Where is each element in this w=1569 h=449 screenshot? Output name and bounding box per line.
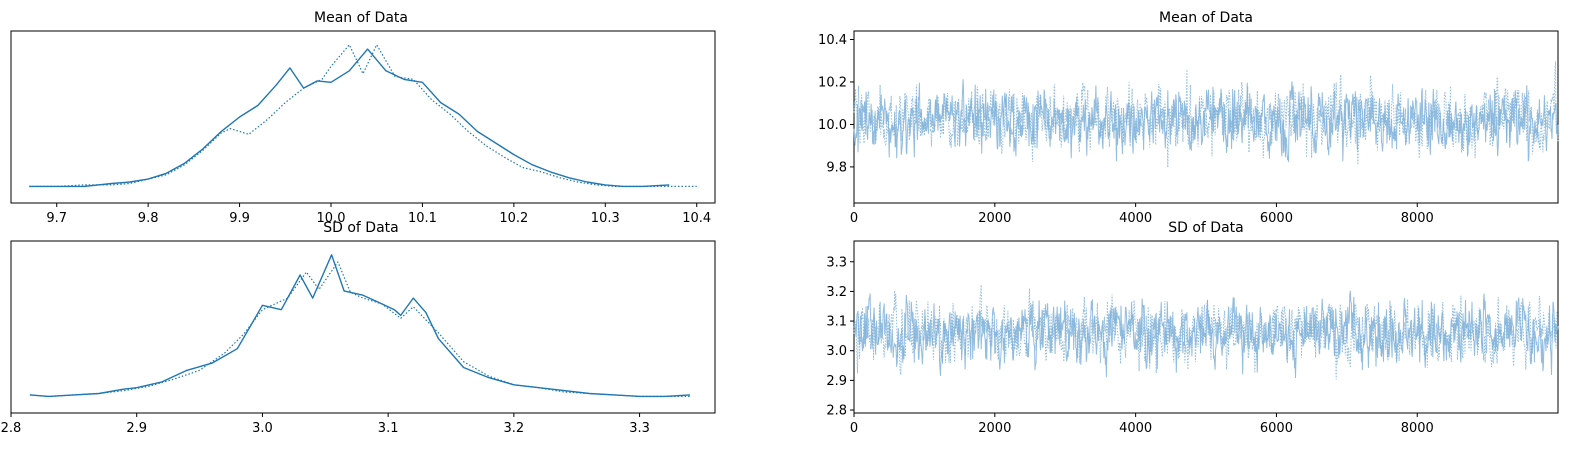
density-line-chain-1 [29,254,690,398]
panel-title-mean-density: Mean of Data [314,10,408,26]
x-tick-label: 2000 [978,421,1011,436]
trace-line-chain-1 [853,290,1559,379]
x-tick-label: 8000 [1401,211,1434,226]
x-tick-label: 2.9 [126,421,147,436]
panel-sd-trace: SD of Data 0 2000 4000 6000 8000 2.8 2.9 3.0 3.1… [826,220,1559,436]
y-tick-label: 2.9 [826,374,847,389]
x-tick-label: 10.0 [317,211,346,226]
density-line-chain-2 [29,261,690,397]
y-tick-label: 3.0 [826,344,847,359]
panel-title-sd-density: SD of Data [323,220,399,236]
x-tick-label: 10.3 [591,211,620,226]
x-tick-label: 8000 [1401,421,1434,436]
x-tick-label: 3.3 [629,421,650,436]
plot-area-sd-trace: 0 2000 4000 6000 8000 2.8 2.9 3.0 3.1 3.2 3.3 [826,255,1559,436]
plot-area-sd-density: 2.8 2.9 3.0 3.1 3.2 3.3 [1,254,690,436]
x-tick-label: 10.1 [408,211,437,226]
axes-frame-sd-density [10,240,716,414]
panel-title-sd-trace: SD of Data [1168,220,1244,236]
density-line-chain-2 [29,44,697,187]
x-tick-label: 3.0 [252,421,273,436]
y-tick-label: 2.8 [826,404,847,419]
x-tick-label: 2000 [978,211,1011,226]
axes-frame-mean-density [10,30,716,204]
x-tick-label: 9.7 [46,211,67,226]
x-tick-label: 0 [850,211,858,226]
y-tick-label: 3.3 [826,255,847,270]
panel-mean-trace: Mean of Data 0 2000 4000 6000 8000 9.8 10.0 10.… [818,10,1559,226]
density-line-chain-1 [29,48,670,188]
x-tick-label: 2.8 [1,421,22,436]
y-tick-label: 3.2 [826,285,847,300]
x-tick-label: 4000 [1119,421,1152,436]
y-tick-label: 10.0 [818,118,847,133]
x-tick-label: 10.4 [682,211,711,226]
panel-mean-density: Mean of Data 9.7 9.8 9.9 10.0 10.1 10.2 10.3 10… [10,10,716,226]
y-tick-label: 10.2 [818,75,847,90]
y-tick-label: 3.1 [826,315,847,330]
panel-title-mean-trace: Mean of Data [1159,10,1253,26]
plot-area-mean-density: 9.7 9.8 9.9 10.0 10.1 10.2 10.3 10.4 [29,44,711,226]
x-tick-label: 3.1 [378,421,399,436]
plot-area-mean-trace: 0 2000 4000 6000 8000 9.8 10.0 10.2 10.4 [818,33,1559,226]
y-tick-label: 9.8 [826,160,847,175]
x-tick-label: 6000 [1260,421,1293,436]
x-tick-label: 0 [850,421,858,436]
axes-frame-mean-trace [853,30,1559,204]
y-tick-label: 10.4 [818,33,847,48]
x-tick-label: 4000 [1119,211,1152,226]
x-tick-label: 9.8 [138,211,159,226]
panel-sd-density: SD of Data 2.8 2.9 3.0 3.1 3.2 3.3 [1,220,716,436]
x-tick-label: 3.2 [504,421,525,436]
x-tick-label: 6000 [1260,211,1293,226]
x-tick-label: 10.2 [499,211,528,226]
trace-line-chain-2 [853,284,1559,380]
x-tick-label: 9.9 [229,211,250,226]
trace-line-chain-2 [853,61,1559,168]
